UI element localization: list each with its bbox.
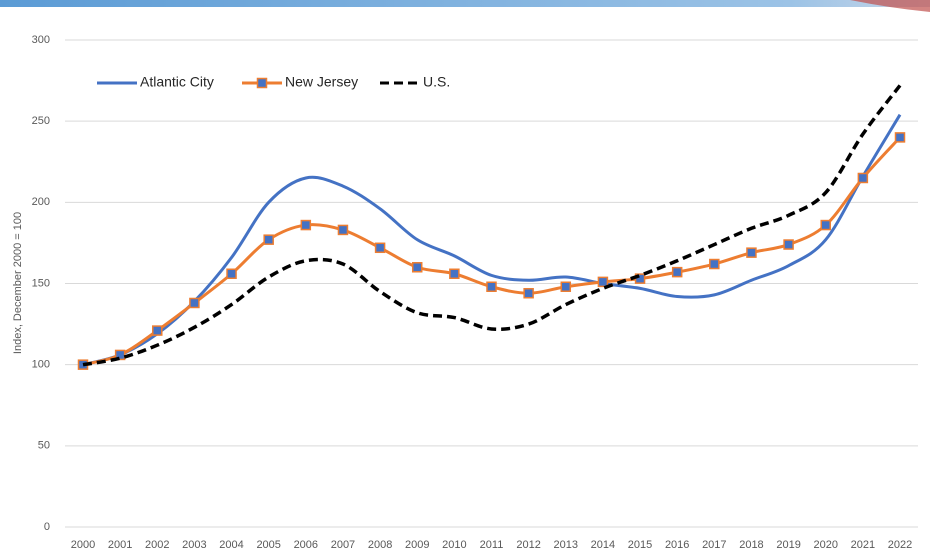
x-tick-label: 2017 (702, 539, 726, 551)
y-tick-label: 100 (32, 359, 50, 371)
series-marker (374, 242, 386, 254)
series-marker (263, 234, 274, 245)
y-axis-title: Index, December 2000 = 100 (12, 212, 24, 354)
series-marker (226, 268, 237, 280)
series-marker (820, 219, 831, 231)
series-marker (671, 266, 683, 278)
series-marker (337, 224, 349, 236)
x-tick-label: 2015 (628, 539, 652, 551)
y-tick-label: 200 (32, 196, 50, 208)
series-marker (114, 349, 126, 361)
legend-label: U.S. (423, 74, 450, 90)
x-tick-label: 2006 (294, 539, 318, 551)
series-marker (486, 281, 497, 292)
x-tick-label: 2020 (813, 539, 837, 551)
series-marker (709, 258, 720, 270)
x-tick-label: 2021 (851, 539, 875, 551)
x-tick-label: 2007 (331, 539, 355, 551)
x-tick-label: 2019 (776, 539, 800, 551)
x-tick-label: 2002 (145, 539, 169, 551)
header-bar (0, 0, 930, 7)
series-marker (152, 325, 163, 336)
series-marker (857, 172, 869, 184)
x-tick-label: 2010 (442, 539, 466, 551)
x-tick-label: 2005 (256, 539, 280, 551)
y-tick-label: 300 (32, 34, 50, 46)
series-marker (411, 262, 423, 273)
x-tick-label: 2008 (368, 539, 392, 551)
series-marker (894, 132, 906, 143)
x-tick-label: 2001 (108, 539, 132, 551)
header-decor (850, 0, 930, 12)
legend-label: Atlantic City (140, 74, 214, 90)
y-tick-label: 250 (32, 115, 50, 127)
series-marker (560, 281, 572, 292)
series-line (82, 84, 902, 367)
series-marker (783, 239, 794, 250)
series-line (82, 113, 902, 367)
x-tick-label: 2011 (480, 539, 504, 551)
x-tick-label: 2013 (554, 539, 578, 551)
series-marker (449, 268, 460, 280)
x-tick-label: 2016 (665, 539, 689, 551)
x-tick-label: 2009 (405, 539, 429, 551)
series-marker (523, 287, 534, 299)
series-marker (189, 297, 200, 309)
x-tick-label: 2018 (739, 539, 763, 551)
x-tick-label: 2014 (591, 539, 615, 551)
x-tick-label: 2004 (219, 539, 243, 551)
y-tick-label: 0 (44, 521, 50, 533)
series-marker (597, 276, 609, 288)
legend-marker (256, 77, 268, 89)
series-marker (300, 219, 312, 231)
x-tick-label: 2003 (182, 539, 206, 551)
x-tick-label: 2022 (888, 539, 912, 551)
series-marker (746, 247, 757, 258)
legend-label: New Jersey (285, 74, 358, 90)
y-tick-label: 150 (32, 277, 50, 289)
y-tick-label: 50 (38, 440, 50, 452)
x-tick-label: 2012 (516, 539, 540, 551)
x-tick-label: 2000 (71, 539, 95, 551)
